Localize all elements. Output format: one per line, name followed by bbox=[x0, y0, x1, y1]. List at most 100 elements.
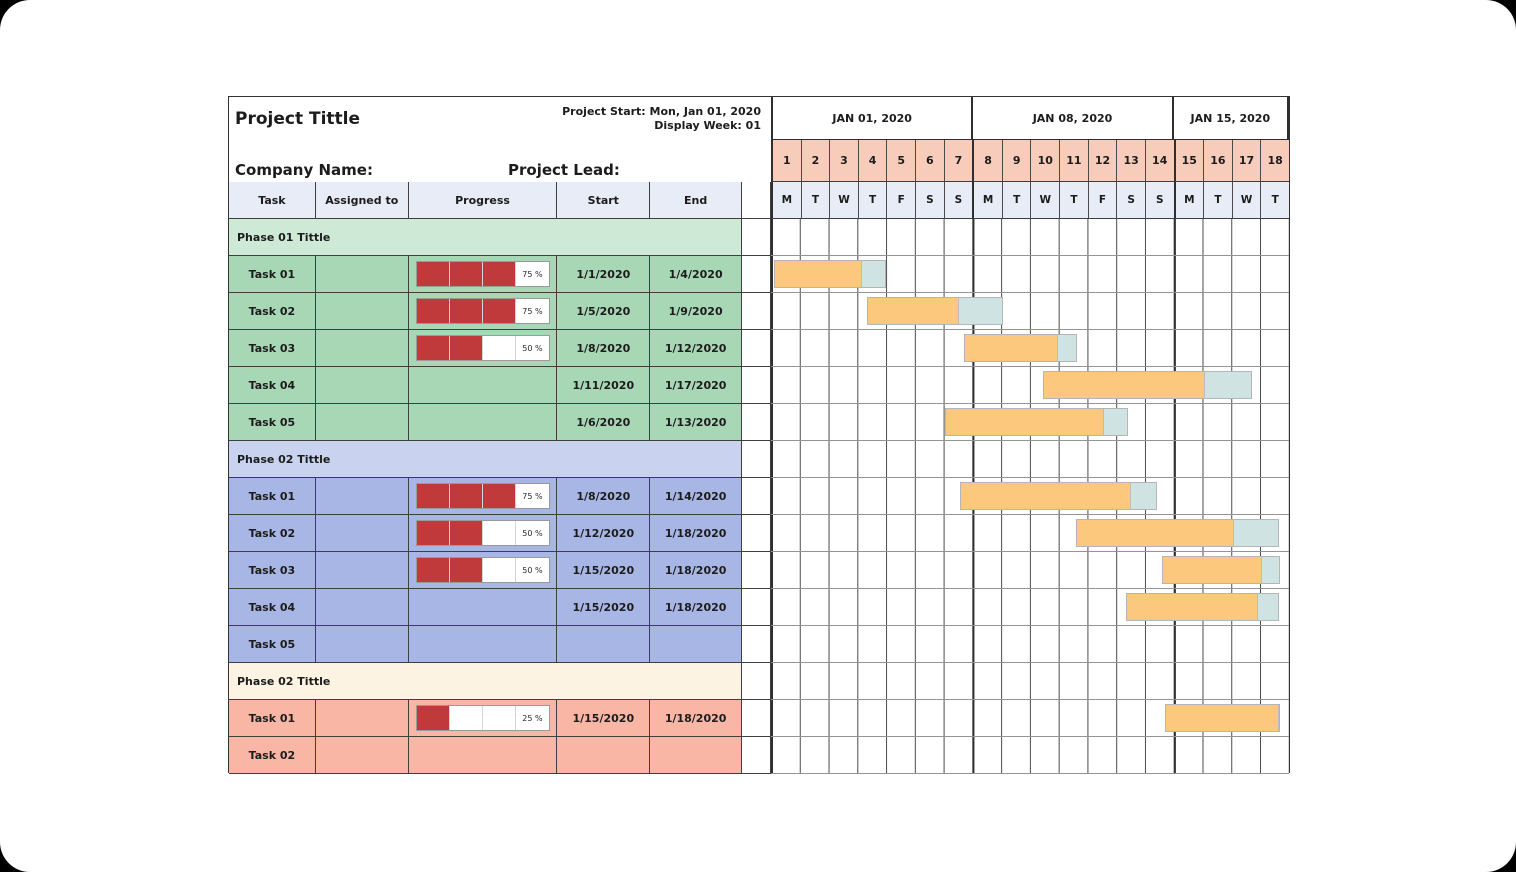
progress-cell[interactable]: 75 % bbox=[408, 293, 558, 330]
start-date-cell[interactable]: 1/1/2020 bbox=[557, 256, 651, 293]
start-date-cell[interactable]: 1/15/2020 bbox=[557, 552, 651, 589]
start-date-cell[interactable]: 1/12/2020 bbox=[557, 515, 651, 552]
progress-cell[interactable]: 25 % bbox=[408, 700, 558, 737]
gantt-row[interactable] bbox=[771, 552, 1290, 589]
start-date-cell[interactable] bbox=[557, 626, 651, 663]
task-name-cell[interactable]: Task 05 bbox=[229, 626, 316, 663]
end-date-cell[interactable]: 1/18/2020 bbox=[650, 552, 743, 589]
assigned-to-cell[interactable] bbox=[315, 367, 409, 404]
gantt-bar[interactable] bbox=[963, 334, 1078, 362]
progress-bar[interactable]: 25 % bbox=[415, 705, 550, 731]
spacer-cell bbox=[742, 441, 771, 478]
phase-title-cell[interactable]: Phase 02 Tittle bbox=[229, 441, 743, 478]
assigned-to-cell[interactable] bbox=[315, 478, 409, 515]
gantt-bar[interactable] bbox=[1076, 519, 1279, 547]
assigned-to-cell[interactable] bbox=[315, 552, 409, 589]
assigned-to-cell[interactable] bbox=[315, 293, 409, 330]
start-date-cell[interactable]: 1/8/2020 bbox=[557, 330, 651, 367]
progress-bar[interactable]: 75 % bbox=[415, 483, 550, 509]
task-name-cell[interactable]: Task 01 bbox=[229, 478, 316, 515]
task-name-cell[interactable]: Task 03 bbox=[229, 330, 316, 367]
task-name-cell[interactable]: Task 04 bbox=[229, 367, 316, 404]
gantt-row[interactable] bbox=[771, 626, 1290, 663]
gantt-row[interactable] bbox=[771, 478, 1290, 515]
end-date-cell[interactable]: 1/17/2020 bbox=[650, 367, 743, 404]
end-date-cell[interactable]: 1/18/2020 bbox=[650, 515, 743, 552]
progress-bar[interactable]: 50 % bbox=[415, 520, 550, 546]
progress-bar[interactable]: 75 % bbox=[415, 298, 550, 324]
task-name-cell[interactable]: Task 02 bbox=[229, 293, 316, 330]
progress-bar[interactable]: 50 % bbox=[415, 335, 550, 361]
progress-bar[interactable]: 50 % bbox=[415, 557, 550, 583]
assigned-to-cell[interactable] bbox=[315, 404, 409, 441]
assigned-to-cell[interactable] bbox=[315, 330, 409, 367]
end-date-cell[interactable]: 1/14/2020 bbox=[650, 478, 743, 515]
start-date-cell[interactable]: 1/8/2020 bbox=[557, 478, 651, 515]
end-date-cell[interactable]: 1/18/2020 bbox=[650, 589, 743, 626]
assigned-to-cell[interactable] bbox=[315, 626, 409, 663]
task-name-cell[interactable]: Task 01 bbox=[229, 256, 316, 293]
gantt-bar[interactable] bbox=[1126, 593, 1279, 621]
assigned-to-cell[interactable] bbox=[315, 256, 409, 293]
progress-segment: 50 % bbox=[516, 558, 548, 582]
phase-title-cell[interactable]: Phase 01 Tittle bbox=[229, 219, 743, 256]
gantt-bar[interactable] bbox=[867, 297, 1003, 325]
gantt-bar[interactable] bbox=[959, 482, 1157, 510]
progress-cell[interactable]: 75 % bbox=[408, 478, 558, 515]
start-date-cell[interactable]: 1/6/2020 bbox=[557, 404, 651, 441]
gantt-row[interactable] bbox=[771, 330, 1290, 367]
end-date-cell[interactable]: 1/9/2020 bbox=[650, 293, 743, 330]
start-date-cell[interactable]: 1/5/2020 bbox=[557, 293, 651, 330]
task-name-cell[interactable]: Task 03 bbox=[229, 552, 316, 589]
gantt-row[interactable] bbox=[771, 293, 1290, 330]
progress-cell[interactable] bbox=[408, 404, 558, 441]
end-date-cell[interactable]: 1/12/2020 bbox=[650, 330, 743, 367]
spacer-cell bbox=[742, 256, 771, 293]
spacer-cell bbox=[742, 478, 771, 515]
assigned-to-cell[interactable] bbox=[315, 737, 409, 774]
task-name-cell[interactable]: Task 01 bbox=[229, 700, 316, 737]
assigned-to-cell[interactable] bbox=[315, 700, 409, 737]
end-date-cell[interactable]: 1/13/2020 bbox=[650, 404, 743, 441]
end-date-cell[interactable] bbox=[650, 626, 743, 663]
gantt-row[interactable] bbox=[771, 589, 1290, 626]
task-name-cell[interactable]: Task 02 bbox=[229, 737, 316, 774]
progress-cell[interactable]: 50 % bbox=[408, 515, 558, 552]
gantt-bar[interactable] bbox=[773, 260, 887, 288]
gantt-bar[interactable] bbox=[1042, 371, 1252, 399]
progress-cell[interactable]: 50 % bbox=[408, 552, 558, 589]
progress-cell[interactable]: 75 % bbox=[408, 256, 558, 293]
assigned-to-cell[interactable] bbox=[315, 589, 409, 626]
phase-title-cell[interactable]: Phase 02 Tittle bbox=[229, 663, 743, 700]
gantt-row[interactable] bbox=[771, 256, 1290, 293]
progress-segment bbox=[483, 706, 517, 730]
gantt-bar[interactable] bbox=[1162, 556, 1281, 584]
task-name-cell[interactable]: Task 05 bbox=[229, 404, 316, 441]
progress-cell[interactable] bbox=[408, 589, 558, 626]
gantt-row[interactable] bbox=[771, 367, 1290, 404]
gantt-row[interactable] bbox=[771, 515, 1290, 552]
progress-bar[interactable]: 75 % bbox=[415, 261, 550, 287]
gantt-row[interactable] bbox=[771, 737, 1290, 774]
start-date-cell[interactable]: 1/15/2020 bbox=[557, 589, 651, 626]
start-date-cell[interactable] bbox=[557, 737, 651, 774]
progress-cell[interactable] bbox=[408, 367, 558, 404]
end-date-cell[interactable]: 1/4/2020 bbox=[650, 256, 743, 293]
progress-cell[interactable] bbox=[408, 626, 558, 663]
start-date-cell[interactable]: 1/15/2020 bbox=[557, 700, 651, 737]
gantt-row[interactable] bbox=[771, 700, 1290, 737]
assigned-to-cell[interactable] bbox=[315, 515, 409, 552]
task-name-cell[interactable]: Task 02 bbox=[229, 515, 316, 552]
progress-cell[interactable]: 50 % bbox=[408, 330, 558, 367]
end-date-cell[interactable] bbox=[650, 737, 743, 774]
gantt-bar-progress bbox=[1127, 594, 1259, 620]
gantt-bar[interactable] bbox=[945, 408, 1128, 436]
start-date-cell[interactable]: 1/11/2020 bbox=[557, 367, 651, 404]
progress-cell[interactable] bbox=[408, 737, 558, 774]
gantt-bar[interactable] bbox=[1165, 704, 1281, 732]
progress-segment: 50 % bbox=[516, 521, 548, 545]
end-date-cell[interactable]: 1/18/2020 bbox=[650, 700, 743, 737]
gantt-row[interactable] bbox=[771, 404, 1290, 441]
task-name-cell[interactable]: Task 04 bbox=[229, 589, 316, 626]
